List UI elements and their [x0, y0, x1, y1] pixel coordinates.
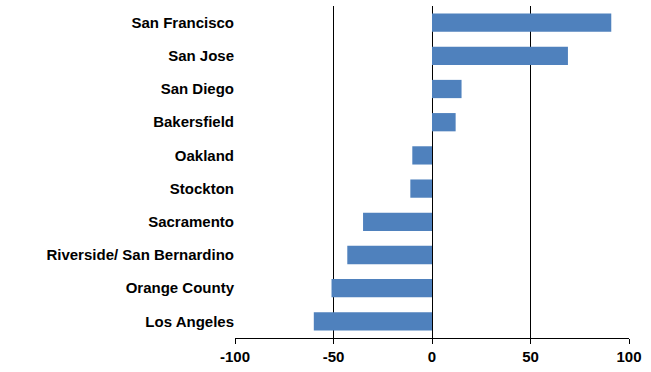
- svg-text:Orange County: Orange County: [126, 279, 235, 296]
- svg-text:50: 50: [522, 348, 539, 365]
- svg-text:0: 0: [428, 348, 436, 365]
- svg-text:San Diego: San Diego: [161, 80, 234, 97]
- svg-text:Oakland: Oakland: [175, 147, 234, 164]
- svg-text:Bakersfield: Bakersfield: [153, 113, 234, 130]
- svg-text:Stockton: Stockton: [170, 180, 234, 197]
- svg-text:100: 100: [616, 348, 641, 365]
- svg-text:Sacramento: Sacramento: [148, 213, 234, 230]
- svg-text:-100: -100: [220, 348, 250, 365]
- svg-text:San Francisco: San Francisco: [131, 14, 234, 31]
- svg-text:Los Angeles: Los Angeles: [145, 313, 234, 330]
- svg-text:San Jose: San Jose: [168, 47, 234, 64]
- svg-text:-50: -50: [323, 348, 345, 365]
- svg-text:Riverside/ San Bernardino: Riverside/ San Bernardino: [46, 246, 234, 263]
